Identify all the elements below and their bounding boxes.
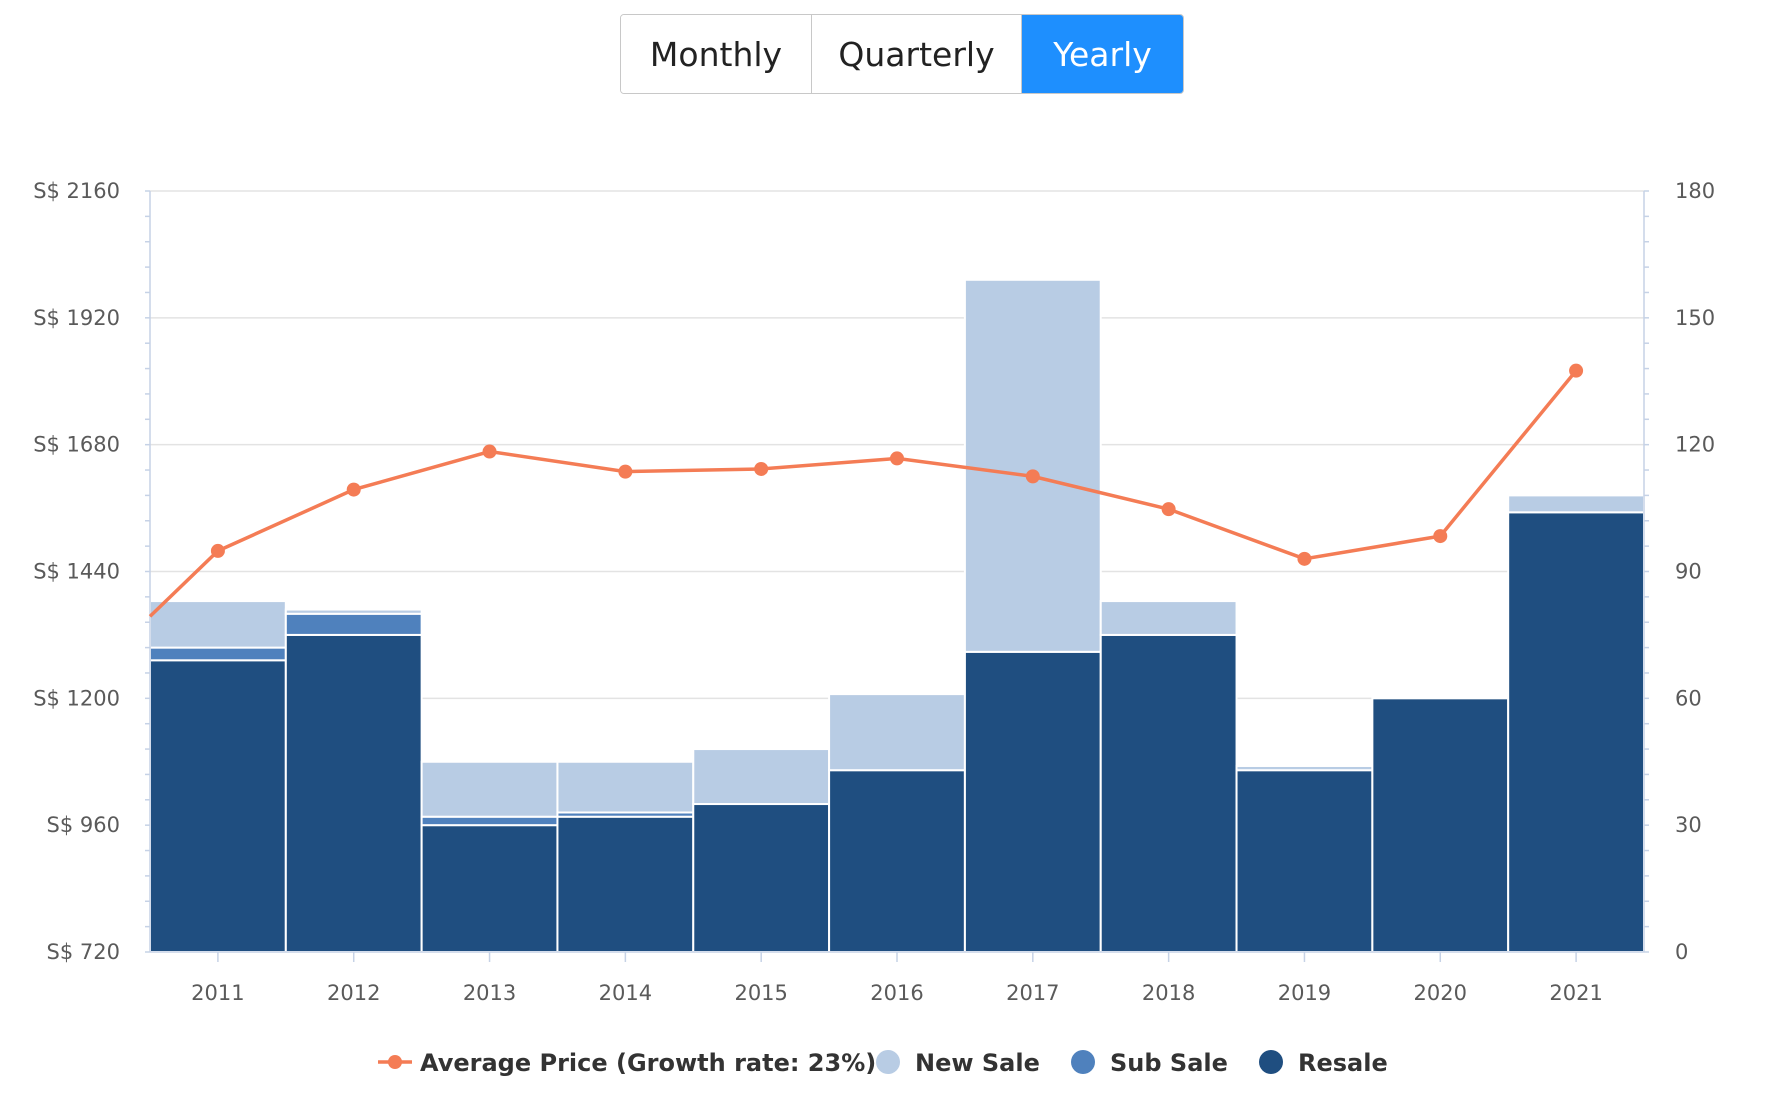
average-price-point bbox=[1161, 502, 1176, 517]
legend-dot-marker bbox=[876, 1050, 900, 1074]
left-axis-tick: S$ 1920 bbox=[33, 306, 120, 330]
sub-sale-bar bbox=[420, 815, 559, 827]
resale-bar bbox=[692, 803, 831, 953]
average-price-point bbox=[754, 461, 769, 476]
left-axis-tick: S$ 720 bbox=[47, 940, 120, 964]
resale-bar bbox=[420, 824, 559, 954]
left-axis-tick: S$ 1440 bbox=[33, 560, 120, 584]
new-sale-bar bbox=[149, 600, 287, 649]
average-price-point bbox=[1297, 551, 1312, 566]
legend-dot-marker bbox=[1259, 1050, 1283, 1074]
yearly-button[interactable]: Yearly bbox=[1021, 15, 1183, 93]
legend-resale[interactable]: Resale bbox=[1259, 1049, 1388, 1077]
quarterly-button[interactable]: Quarterly bbox=[811, 15, 1021, 93]
right-axis-tick: 90 bbox=[1675, 560, 1702, 584]
left-axis-tick: S$ 1200 bbox=[33, 686, 120, 710]
average-price-point bbox=[1025, 469, 1040, 484]
left-axis-tick: S$ 2160 bbox=[33, 179, 120, 203]
average-price-point bbox=[1433, 529, 1448, 544]
legend-label: Resale bbox=[1298, 1049, 1388, 1077]
left-axis-tick: S$ 1680 bbox=[33, 433, 120, 457]
right-axis-tick: 60 bbox=[1675, 686, 1702, 710]
average-price-point bbox=[346, 482, 361, 497]
x-axis-label: 2017 bbox=[1006, 981, 1059, 1005]
average-price-point bbox=[482, 444, 497, 459]
x-axis-label: 2019 bbox=[1278, 981, 1331, 1005]
resale-bar bbox=[1507, 511, 1645, 953]
right-axis-tick: 120 bbox=[1675, 433, 1715, 457]
resale-bar bbox=[828, 769, 966, 954]
left-axis-tick: S$ 960 bbox=[47, 813, 120, 837]
x-axis-label: 2016 bbox=[870, 981, 923, 1005]
sub-sale-bar bbox=[149, 646, 287, 662]
right-axis-tick: 0 bbox=[1675, 940, 1688, 964]
resale-bar bbox=[1099, 633, 1238, 954]
x-axis-label: 2021 bbox=[1549, 981, 1602, 1005]
average-price-point bbox=[890, 451, 904, 466]
average-price-point bbox=[1569, 363, 1584, 378]
average-price-point bbox=[210, 543, 225, 558]
new-sale-bar bbox=[692, 748, 831, 806]
legend-average-price[interactable]: Average Price (Growth rate: 23%) bbox=[378, 1049, 876, 1077]
x-axis-label: 2012 bbox=[327, 981, 380, 1005]
new-sale-bar bbox=[1099, 600, 1238, 636]
right-axis-tick: 180 bbox=[1675, 179, 1715, 203]
legend-dot-marker bbox=[1071, 1050, 1095, 1074]
resale-bar bbox=[284, 633, 423, 954]
average-price-polyline bbox=[148, 369, 1578, 618]
x-axis-label: 2011 bbox=[191, 981, 244, 1005]
legend-label: New Sale bbox=[915, 1049, 1040, 1077]
x-axis-label: 2015 bbox=[734, 981, 787, 1005]
legend-label: Sub Sale bbox=[1110, 1049, 1228, 1077]
x-axis-label: 2020 bbox=[1414, 981, 1467, 1005]
x-axis-label: 2013 bbox=[463, 981, 516, 1005]
new-sale-bar bbox=[963, 278, 1102, 653]
legend-point-marker bbox=[388, 1055, 402, 1069]
new-sale-bar bbox=[1235, 764, 1374, 772]
average-price-point bbox=[618, 464, 633, 479]
average-price-line bbox=[148, 363, 1584, 618]
legend: Average Price (Growth rate: 23%) New Sale… bbox=[378, 1049, 1388, 1077]
monthly-button[interactable]: Monthly bbox=[621, 15, 811, 93]
axes: S$ 720 S$ 960 S$ 1200 S$ 1440 S$ 1680 S$ 1920… bbox=[33, 179, 1715, 1005]
new-sale-bar bbox=[828, 693, 966, 772]
resale-bar bbox=[1371, 697, 1510, 953]
resale-bar bbox=[556, 815, 695, 954]
new-sale-bar bbox=[420, 760, 559, 818]
resale-bar bbox=[149, 659, 287, 953]
x-axis-label: 2014 bbox=[599, 981, 652, 1005]
legend-sub-sale[interactable]: Sub Sale bbox=[1071, 1049, 1228, 1077]
x-axis-label: 2018 bbox=[1142, 981, 1195, 1005]
period-toggle-group: Monthly Quarterly Yearly bbox=[620, 14, 1184, 94]
resale-bar bbox=[1235, 769, 1374, 954]
new-sale-bar bbox=[1507, 494, 1645, 514]
legend-new-sale[interactable]: New Sale bbox=[876, 1049, 1040, 1077]
new-sale-bar bbox=[284, 608, 423, 615]
right-axis-tick: 150 bbox=[1675, 306, 1715, 330]
right-axis-tick: 30 bbox=[1675, 813, 1702, 837]
bars bbox=[149, 278, 1645, 954]
resale-bar bbox=[963, 650, 1102, 953]
sub-sale-bar bbox=[284, 612, 423, 636]
legend-label: Average Price (Growth rate: 23%) bbox=[420, 1049, 876, 1077]
new-sale-bar bbox=[556, 760, 695, 814]
